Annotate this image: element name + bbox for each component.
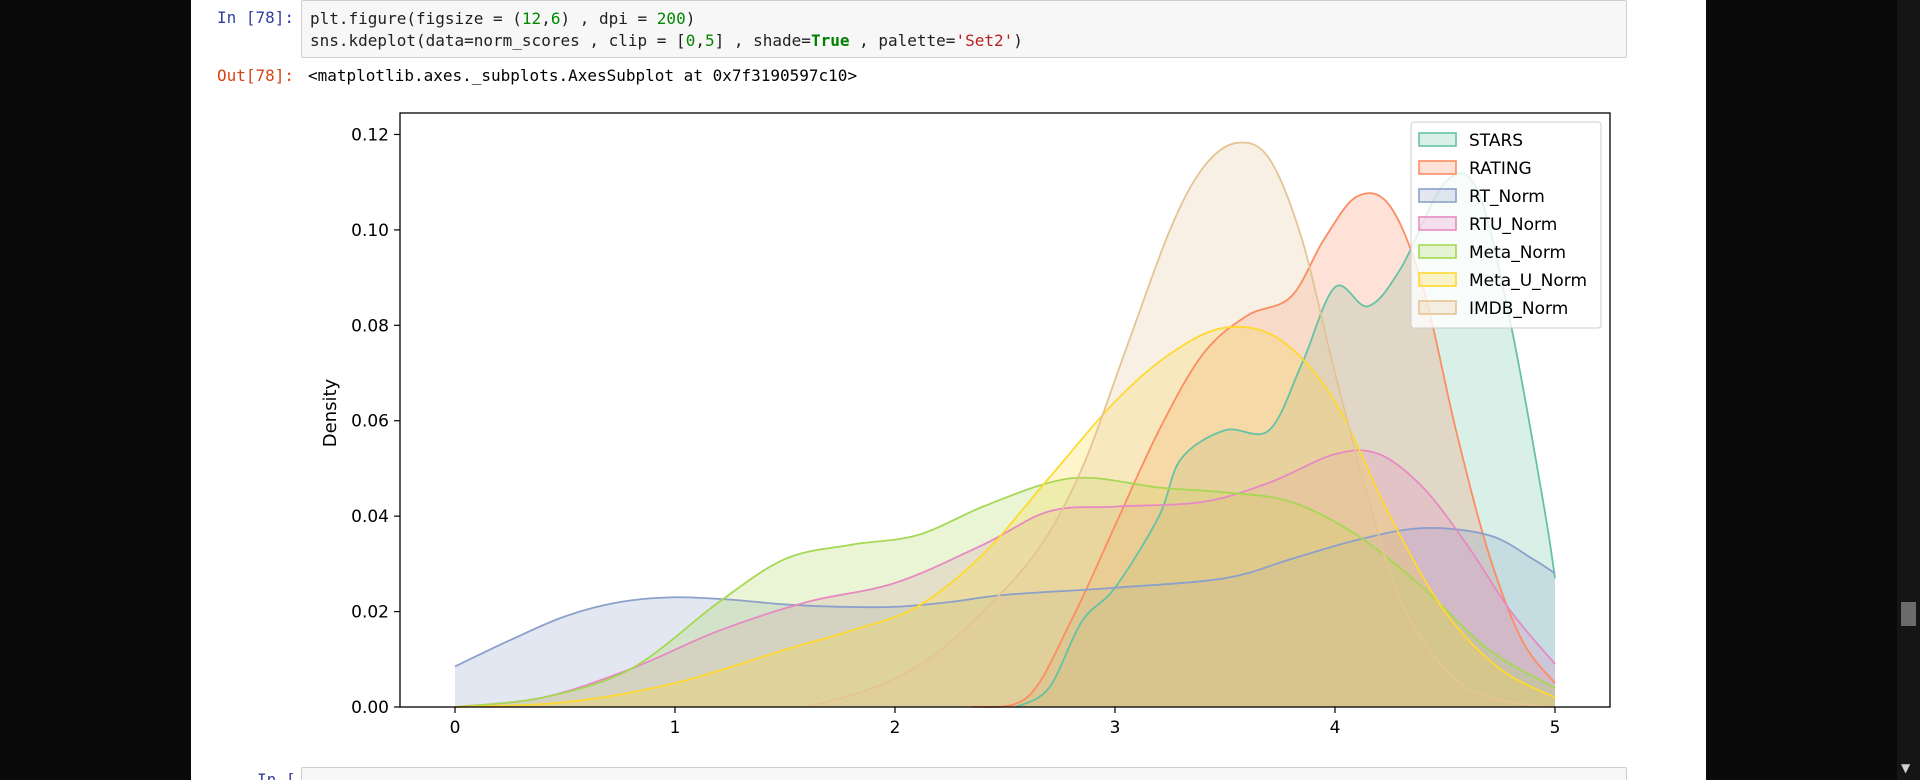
y-axis-label: Density (320, 378, 341, 447)
output-text: <matplotlib.axes._subplots.AxesSubplot a… (308, 66, 858, 85)
x-tick-label: 5 (1550, 718, 1561, 738)
x-tick-label: 0 (450, 718, 461, 738)
legend-swatch-imdb-norm (1418, 300, 1457, 315)
axes-frame (399, 112, 1611, 708)
y-axis: 0.00 0.02 0.04 0.06 0.08 0.10 0.12 (351, 125, 400, 718)
density-fill-meta-u-norm (455, 326, 1555, 707)
x-tick-label: 4 (1330, 718, 1341, 738)
scrollbar-thumb[interactable] (1901, 602, 1916, 626)
next-code-cell-input[interactable] (301, 767, 1627, 780)
code-cell-input[interactable]: plt.figure(figsize = (12,6) , dpi = 200)… (301, 0, 1627, 58)
density-line-rtu-norm (454, 449, 1556, 708)
legend-swatch-rtu-norm (1418, 216, 1457, 231)
x-tick-label: 2 (890, 718, 901, 738)
density-line-rt-norm (454, 527, 1556, 668)
density-line-imdb-norm (806, 141, 1556, 708)
code-line-1: plt.figure(figsize = (12,6) , dpi = 200) (310, 9, 696, 28)
legend-swatch-meta-norm (1418, 244, 1457, 259)
legend-label-rt-norm: RT_Norm (1469, 187, 1545, 207)
input-prompt: In [78]: (217, 8, 295, 27)
legend-swatch-stars (1418, 132, 1457, 147)
legend-box (1410, 121, 1602, 329)
legend-label-imdb-norm: IMDB_Norm (1469, 299, 1568, 319)
legend-label-meta-norm: Meta_Norm (1469, 243, 1566, 263)
x-tick-label: 3 (1110, 718, 1121, 738)
density-line-rating (971, 192, 1556, 708)
density-fill-imdb-norm (807, 142, 1555, 708)
density-line-meta-u-norm (454, 325, 1556, 708)
density-lines (454, 141, 1556, 708)
y-tick-label: 0.04 (351, 507, 389, 527)
y-tick-label: 0.02 (351, 603, 389, 623)
density-line-meta-norm (454, 476, 1556, 708)
y-tick-label: 0.10 (351, 221, 389, 241)
legend-swatch-rating (1418, 160, 1457, 175)
density-fill-rating (972, 193, 1555, 708)
scroll-down-arrow-icon[interactable]: ▼ (1901, 761, 1911, 775)
output-prompt: Out[78]: (217, 66, 295, 85)
code-line-2: sns.kdeplot(data=norm_scores , clip = [0… (310, 31, 1023, 50)
y-tick-label: 0.08 (351, 316, 389, 336)
notebook-area: In [78]: plt.figure(figsize = (12,6) , d… (191, 0, 1706, 780)
legend-label-rtu-norm: RTU_Norm (1469, 215, 1557, 235)
y-tick-label: 0.06 (351, 412, 389, 432)
legend-swatch-meta-u-norm (1418, 272, 1457, 287)
x-tick-label: 1 (670, 718, 681, 738)
legend-label-rating: RATING (1469, 159, 1532, 179)
density-fill-rt-norm (455, 527, 1555, 707)
y-tick-label: 0.00 (351, 698, 389, 718)
legend: STARS RATING RT_Norm RTU_Norm Meta_Norm Meta_… (1410, 121, 1602, 329)
density-fill-rtu-norm (455, 450, 1555, 707)
kde-plot: 0 1 2 3 4 5 0.00 0.02 0.04 0.06 0.08 0.10 0.12 Dens… (320, 112, 1611, 738)
density-fills (455, 142, 1555, 708)
legend-swatch-rt-norm (1418, 188, 1457, 203)
legend-label-meta-u-norm: Meta_U_Norm (1469, 271, 1587, 291)
y-tick-label: 0.12 (351, 125, 389, 145)
density-fill-meta-norm (455, 477, 1555, 707)
vertical-scrollbar[interactable]: ▼ (1897, 0, 1920, 780)
legend-label-stars: STARS (1469, 131, 1523, 151)
x-axis: 0 1 2 3 4 5 (450, 707, 1561, 738)
next-input-prompt: In [ ]: (257, 770, 325, 780)
